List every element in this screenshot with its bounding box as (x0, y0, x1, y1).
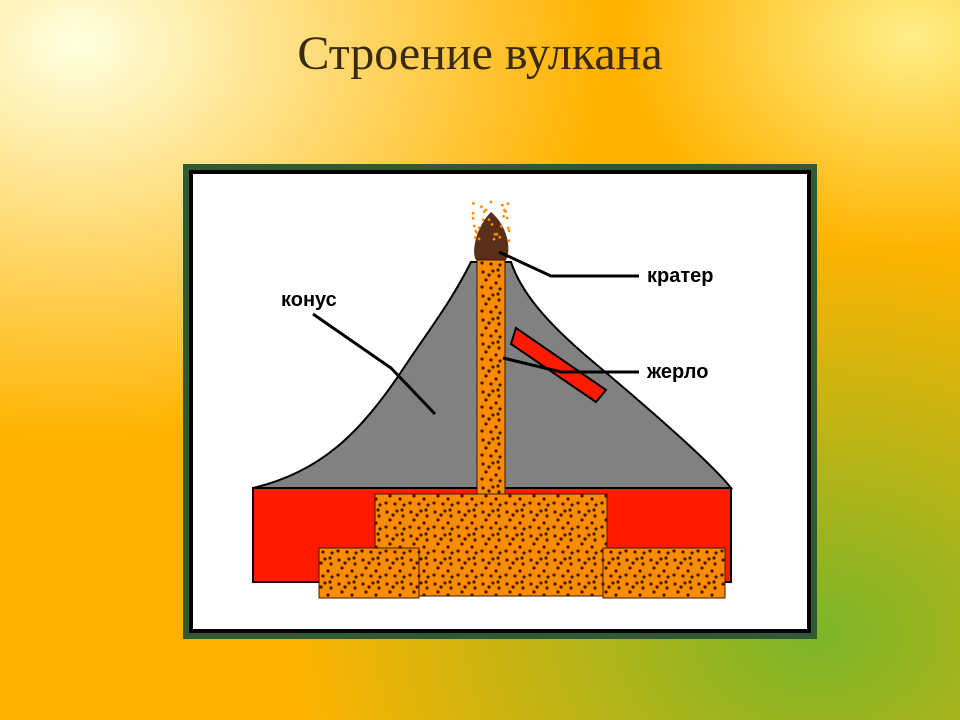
volcano-diagram: конус кратер жерло (183, 164, 817, 639)
callout-label-cone: конус (281, 289, 337, 311)
callout-label-vent: жерло (646, 361, 708, 383)
magma-block-3 (603, 548, 725, 598)
slide: Строение вулкана конус кратер жерло (0, 0, 960, 720)
slide-title: Строение вулкана (0, 26, 960, 81)
magma-block-0 (477, 260, 505, 498)
callout-label-crater: кратер (647, 265, 713, 287)
magma-block-2 (319, 548, 419, 598)
